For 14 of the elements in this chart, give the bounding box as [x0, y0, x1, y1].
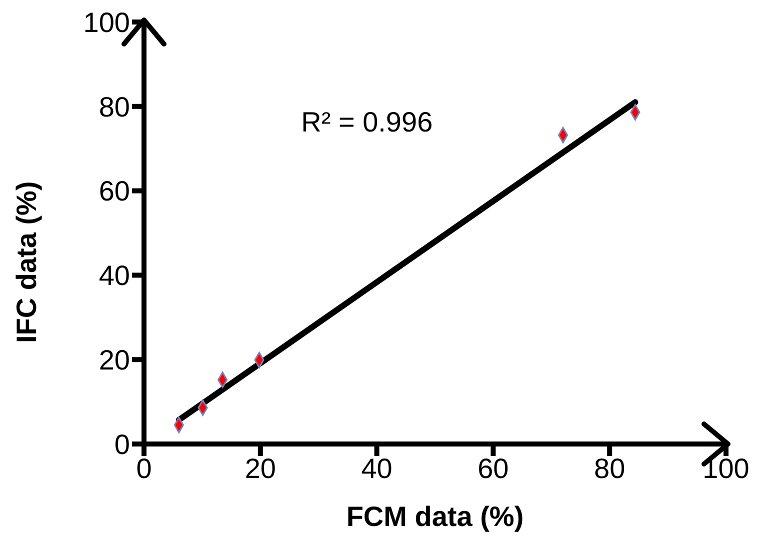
x-tick-label: 80 — [594, 452, 626, 484]
x-axis-title: FCM data (%) — [346, 501, 524, 532]
x-tick-label: 60 — [478, 452, 509, 484]
x-tick-label: 0 — [136, 452, 152, 484]
annotation: R² = 0.996 — [301, 106, 433, 138]
y-tick-label: 80 — [98, 91, 130, 122]
x-tick-label: 20 — [244, 452, 276, 484]
y-tick-label: 0 — [114, 428, 130, 460]
y-axis-title: IFC data (%) — [10, 181, 42, 343]
y-tick-label: 60 — [98, 176, 130, 207]
y-tick-label: 100 — [83, 6, 130, 38]
y-tick-label: 40 — [98, 260, 130, 292]
x-tick-label: 40 — [361, 452, 392, 484]
y-tick-label: 20 — [98, 344, 130, 376]
